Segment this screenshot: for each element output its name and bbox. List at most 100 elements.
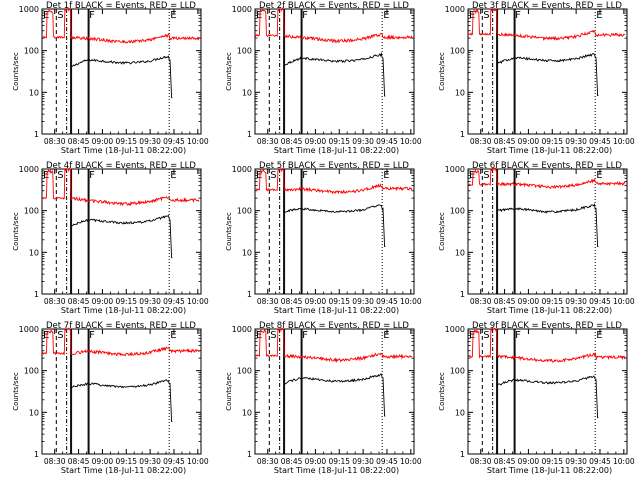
x-tick-label: 09:30: [139, 297, 161, 306]
y-tick-label: 10: [455, 88, 465, 97]
plot-frame: [41, 328, 202, 455]
x-axis-label: Start Time (18-Jul-11 08:22:00): [274, 466, 399, 475]
x-tick-label: 09:15: [328, 297, 350, 306]
time-marker-label-E: E: [43, 330, 49, 341]
detector-panel-2f: Det 2f BLACK = Events, RED = LLD 1 10 100 10…: [225, 1, 422, 155]
x-tick-label: 08:45: [494, 137, 516, 146]
x-tick-label: 09:45: [163, 457, 185, 466]
x-tick-label: 09:00: [305, 297, 327, 306]
y-tick-label: 1: [34, 450, 39, 459]
plot-frame: [41, 168, 202, 295]
time-marker-label-E: E: [469, 170, 475, 181]
y-tick-label: 1000: [445, 165, 465, 174]
detector-panel-7f: Det 7f BLACK = Events, RED = LLD 1 10 100 10…: [12, 321, 209, 475]
x-tick-label: 09:00: [305, 457, 327, 466]
x-tick-label: 09:45: [376, 297, 398, 306]
x-tick-label: 09:15: [541, 137, 563, 146]
detector-panel-9f: Det 9f BLACK = Events, RED = LLD 1 10 100 10…: [438, 321, 635, 475]
detector-panel-5f: Det 5f BLACK = Events, RED = LLD 1 10 100 10…: [225, 161, 422, 315]
x-tick-label: 09:30: [352, 137, 374, 146]
time-marker-label-E: E: [469, 330, 475, 341]
x-tick-label: 09:45: [376, 457, 398, 466]
y-tick-label: 100: [450, 207, 465, 216]
x-axis-label: Start Time (18-Jul-11 08:22:00): [487, 306, 612, 315]
x-tick-label: 08:45: [281, 137, 303, 146]
y-tick-label: 1000: [232, 165, 252, 174]
time-marker-label-E: E: [170, 170, 176, 181]
series-line-lld: [254, 7, 413, 44]
x-tick-label: 10:00: [613, 457, 635, 466]
x-tick-label: 09:45: [163, 137, 185, 146]
series-line-events: [283, 204, 386, 247]
time-marker-label-S: S: [270, 10, 276, 21]
x-axis-label: Start Time (18-Jul-11 08:22:00): [61, 466, 186, 475]
y-tick-label: 1: [460, 450, 465, 459]
x-tick-label: 09:30: [139, 137, 161, 146]
time-marker-label-E: E: [383, 10, 389, 21]
x-axis-label: Start Time (18-Jul-11 08:22:00): [274, 306, 399, 315]
y-tick-label: 1000: [445, 325, 465, 334]
y-axis-label: Counts/sec: [438, 52, 446, 91]
y-tick-label: 10: [455, 248, 465, 257]
x-tick-label: 09:30: [352, 297, 374, 306]
x-tick-label: 09:00: [92, 137, 114, 146]
x-tick-label: 09:00: [518, 457, 540, 466]
time-marker-label-F: F: [302, 330, 308, 341]
series-line-events: [283, 51, 386, 97]
x-axis-label: Start Time (18-Jul-11 08:22:00): [487, 466, 612, 475]
x-tick-label: 09:00: [518, 297, 540, 306]
y-axis-label: Counts/sec: [12, 372, 20, 411]
x-tick-label: 10:00: [187, 457, 209, 466]
time-marker-label-S: S: [270, 330, 276, 341]
y-tick-label: 1: [247, 450, 252, 459]
y-tick-label: 100: [450, 47, 465, 56]
detector-panel-6f: Det 6f BLACK = Events, RED = LLD 1 10 100 10…: [438, 161, 635, 315]
x-tick-label: 08:45: [494, 297, 516, 306]
time-marker-label-E: E: [170, 10, 176, 21]
y-tick-label: 10: [242, 408, 252, 417]
time-marker-label-E: E: [43, 10, 49, 21]
series-line-events: [283, 373, 386, 417]
time-marker-label-F: F: [89, 10, 95, 21]
time-marker-label-F: F: [302, 170, 308, 181]
x-tick-label: 09:15: [115, 297, 137, 306]
x-tick-label: 08:30: [44, 457, 66, 466]
series-line-events: [496, 53, 599, 96]
y-tick-label: 1: [247, 290, 252, 299]
panel-title: Det 4f BLACK = Events, RED = LLD: [46, 161, 196, 171]
x-tick-label: 10:00: [400, 137, 422, 146]
y-tick-label: 10: [29, 248, 39, 257]
y-tick-label: 100: [237, 47, 252, 56]
time-marker-label-E: E: [43, 170, 49, 181]
detector-panel-1f: Det 1f BLACK = Events, RED = LLD 1 10 100 10…: [12, 1, 209, 155]
x-tick-label: 08:45: [68, 137, 90, 146]
x-tick-label: 08:45: [281, 297, 303, 306]
time-marker-label-S: S: [483, 330, 489, 341]
time-marker-label-S: S: [57, 170, 63, 181]
series-line-events: [70, 55, 173, 99]
x-tick-label: 08:45: [281, 457, 303, 466]
plot-frame: [467, 328, 628, 455]
x-axis-label: Start Time (18-Jul-11 08:22:00): [487, 146, 612, 155]
x-axis-label: Start Time (18-Jul-11 08:22:00): [61, 306, 186, 315]
x-tick-label: 09:45: [376, 137, 398, 146]
y-tick-label: 10: [242, 88, 252, 97]
series-line-lld: [41, 167, 200, 207]
time-marker-label-E: E: [256, 10, 262, 21]
x-tick-label: 10:00: [187, 137, 209, 146]
plot-frame: [254, 328, 415, 455]
y-axis-label: Counts/sec: [225, 212, 233, 251]
x-tick-label: 08:45: [68, 297, 90, 306]
panel-title: Det 5f BLACK = Events, RED = LLD: [259, 161, 409, 171]
time-marker-label-E: E: [383, 170, 389, 181]
x-tick-label: 09:30: [565, 137, 587, 146]
panel-title: Det 8f BLACK = Events, RED = LLD: [259, 321, 409, 331]
x-tick-label: 09:45: [589, 457, 611, 466]
x-tick-label: 08:30: [470, 137, 492, 146]
plot-frame: [467, 168, 628, 295]
panel-title: Det 1f BLACK = Events, RED = LLD: [46, 1, 196, 11]
y-tick-label: 1: [460, 290, 465, 299]
series-line-lld: [41, 7, 200, 44]
x-tick-label: 08:30: [470, 457, 492, 466]
series-line-events: [496, 203, 599, 247]
